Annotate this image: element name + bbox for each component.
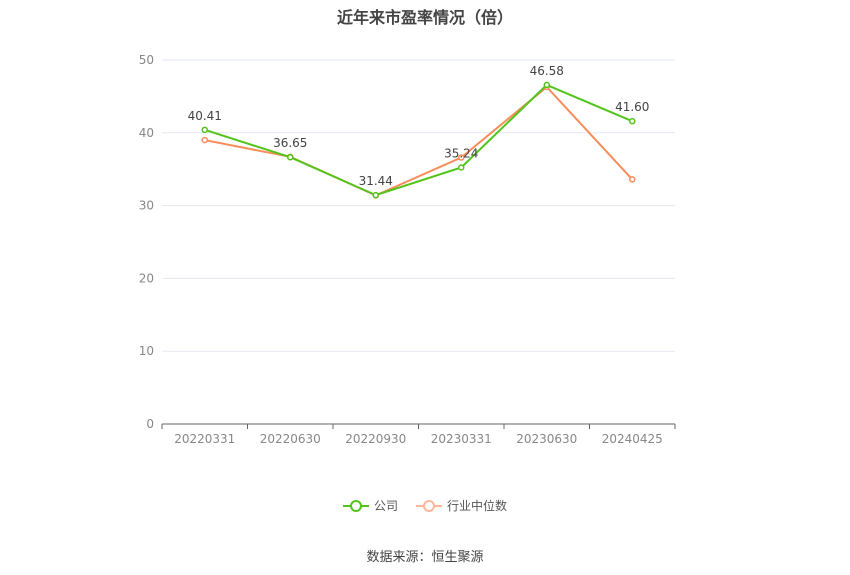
legend-label: 行业中位数 <box>447 499 508 513</box>
y-tick-label: 50 <box>139 53 154 67</box>
x-tick-label: 20230331 <box>431 432 492 446</box>
legend-item-industry[interactable]: 行业中位数 <box>416 497 507 514</box>
chart-title: 近年来市盈率情况（倍） <box>336 8 513 27</box>
x-tick-label: 20240425 <box>602 432 663 446</box>
data-point <box>287 153 294 161</box>
data-point <box>629 117 636 125</box>
legend-marker-industry <box>416 499 442 512</box>
data-label: 41.60 <box>615 100 649 114</box>
data-point <box>372 191 379 199</box>
y-tick-label: 0 <box>146 417 154 431</box>
data-source: 数据来源：恒生聚源 <box>366 550 484 565</box>
data-point <box>201 136 208 144</box>
line-chart: 0 10 20 30 40 50 20220331 20220630 20220930 20230… <box>139 53 676 446</box>
data-point <box>458 154 465 161</box>
x-tick-label: 20220630 <box>260 432 321 446</box>
series-line-0 <box>204 83 633 197</box>
data-label: 35.24 <box>444 146 478 160</box>
data-point <box>543 81 550 89</box>
data-label: 46.58 <box>530 64 564 78</box>
x-tick-label: 20220331 <box>174 432 235 446</box>
data-point <box>629 176 636 183</box>
legend-label: 公司 <box>373 499 398 513</box>
legend: 公司 行业中位数 <box>0 497 850 514</box>
x-tick-label: 20220930 <box>345 432 406 446</box>
data-point <box>201 126 208 134</box>
data-point <box>458 164 465 171</box>
data-label: 36.65 <box>273 136 307 150</box>
y-tick-label: 10 <box>139 344 154 358</box>
y-tick-label: 20 <box>139 271 154 285</box>
legend-item-company[interactable]: 公司 <box>342 497 398 514</box>
y-tick-label: 40 <box>139 126 154 140</box>
series-line-1 <box>204 85 633 197</box>
data-label: 40.41 <box>188 109 222 123</box>
x-tick-label: 20230630 <box>516 432 577 446</box>
data-label: 31.44 <box>359 174 393 188</box>
y-tick-label: 30 <box>139 199 154 213</box>
legend-marker-company <box>342 499 369 512</box>
